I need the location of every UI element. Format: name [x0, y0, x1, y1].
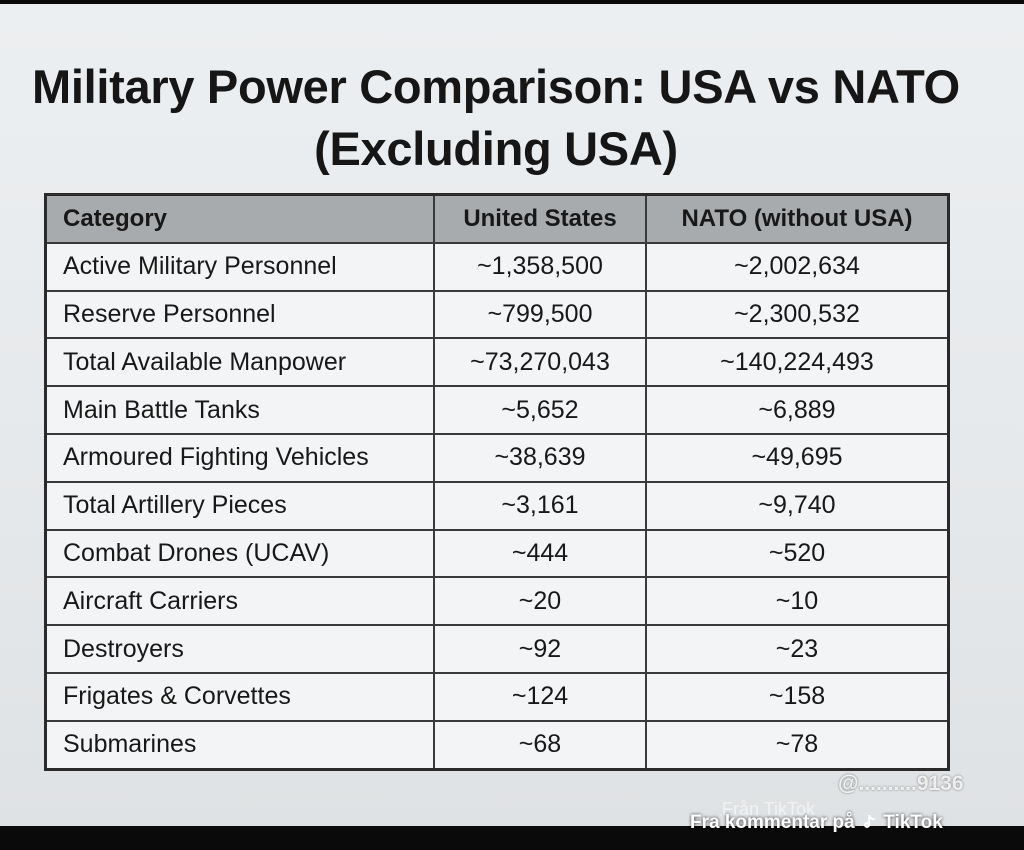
table-row: Destroyers ~92 ~23	[44, 624, 950, 674]
table-header-row: Category United States NATO (without USA…	[44, 193, 950, 244]
usa-value-cell: ~38,639	[433, 432, 647, 483]
nato-value-cell: ~10	[645, 576, 950, 627]
page-title: Military Power Comparison: USA vs NATO (…	[0, 56, 1006, 180]
comparison-table-container: Category United States NATO (without USA…	[44, 193, 950, 771]
nato-value-cell: ~49,695	[645, 432, 950, 483]
category-cell: Main Battle Tanks	[44, 385, 435, 435]
table-row: Active Military Personnel ~1,358,500 ~2,…	[44, 241, 950, 292]
category-cell: Armoured Fighting Vehicles	[44, 432, 435, 483]
usa-value-cell: ~68	[433, 719, 647, 771]
column-header-category: Category	[44, 193, 435, 244]
nato-value-cell: ~520	[645, 528, 950, 579]
usa-value-cell: ~20	[433, 576, 647, 627]
nato-value-cell: ~158	[645, 671, 950, 722]
usa-value-cell: ~124	[433, 671, 647, 722]
table-row: Armoured Fighting Vehicles ~38,639 ~49,6…	[44, 432, 950, 483]
watermark-handle: @..........9136	[838, 772, 964, 795]
category-cell: Reserve Personnel	[44, 289, 435, 340]
title-line-2: (Excluding USA)	[314, 122, 678, 175]
screenshot-frame: Military Power Comparison: USA vs NATO (…	[0, 4, 1024, 826]
usa-value-cell: ~799,500	[433, 289, 647, 340]
tiktok-source-label: Fra kommentar på TikTok	[690, 812, 943, 834]
source-app: TikTok	[883, 812, 943, 833]
nato-value-cell: ~6,889	[645, 385, 950, 435]
nato-value-cell: ~140,224,493	[645, 337, 950, 388]
tiktok-note-icon	[862, 812, 876, 834]
nato-value-cell: ~2,002,634	[645, 241, 950, 292]
nato-value-cell: ~2,300,532	[645, 289, 950, 340]
watermark-ghost-text: Från TikTok	[722, 799, 816, 819]
nato-value-cell: ~9,740	[645, 480, 950, 531]
category-cell: Destroyers	[44, 624, 435, 674]
category-cell: Active Military Personnel	[44, 241, 435, 292]
title-line-1: Military Power Comparison: USA vs NATO	[32, 60, 960, 113]
usa-value-cell: ~3,161	[433, 480, 647, 531]
table-row: Submarines ~68 ~78	[44, 719, 950, 771]
comparison-table: Category United States NATO (without USA…	[44, 193, 950, 771]
table-row: Frigates & Corvettes ~124 ~158	[44, 671, 950, 722]
nato-value-cell: ~78	[645, 719, 950, 771]
category-cell: Total Artillery Pieces	[44, 480, 435, 531]
table-row: Aircraft Carriers ~20 ~10	[44, 576, 950, 627]
table-row: Total Artillery Pieces ~3,161 ~9,740	[44, 480, 950, 531]
table-row: Reserve Personnel ~799,500 ~2,300,532	[44, 289, 950, 340]
category-cell: Aircraft Carriers	[44, 576, 435, 627]
usa-value-cell: ~73,270,043	[433, 337, 647, 388]
table-row: Combat Drones (UCAV) ~444 ~520	[44, 528, 950, 579]
category-cell: Submarines	[44, 719, 435, 771]
category-cell: Combat Drones (UCAV)	[44, 528, 435, 579]
source-prefix: Fra kommentar på	[690, 812, 855, 833]
usa-value-cell: ~5,652	[433, 385, 647, 435]
usa-value-cell: ~92	[433, 624, 647, 674]
table-row: Main Battle Tanks ~5,652 ~6,889	[44, 385, 950, 435]
category-cell: Total Available Manpower	[44, 337, 435, 388]
usa-value-cell: ~1,358,500	[433, 241, 647, 292]
column-header-united-states: United States	[433, 193, 647, 244]
category-cell: Frigates & Corvettes	[44, 671, 435, 722]
usa-value-cell: ~444	[433, 528, 647, 579]
nato-value-cell: ~23	[645, 624, 950, 674]
column-header-nato: NATO (without USA)	[645, 193, 950, 244]
table-row: Total Available Manpower ~73,270,043 ~14…	[44, 337, 950, 388]
